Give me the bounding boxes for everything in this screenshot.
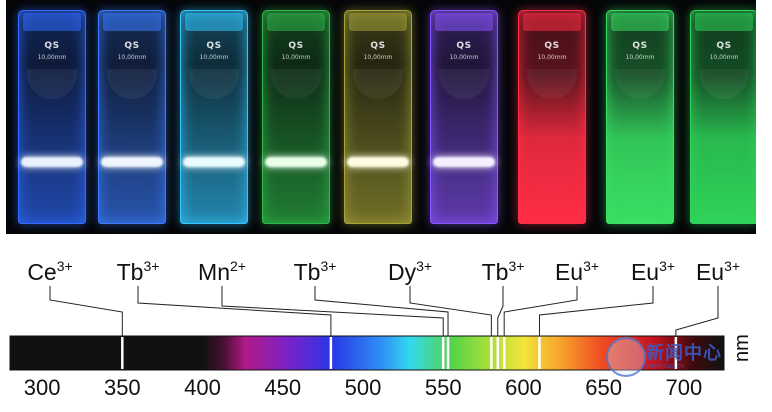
cuvette-beam xyxy=(433,157,495,167)
cuvette-beam xyxy=(347,157,409,167)
cuvette-size: 10,00mm xyxy=(281,54,311,61)
cuvette-beam xyxy=(101,157,163,167)
cuvette-4: QS 10,00mm xyxy=(262,10,330,224)
leader-line xyxy=(409,286,492,336)
cuvette-beam xyxy=(265,157,327,167)
ion-label: Eu3+ xyxy=(630,258,676,285)
cuvette-cap xyxy=(611,13,669,31)
watermark: 新闻中心 news.cas.cn xyxy=(606,335,724,381)
cuvette-cap xyxy=(103,13,161,31)
cuvette-2: QS 10,00mm xyxy=(98,10,166,224)
cuvette-brand: QS xyxy=(632,41,648,51)
cuvette-cap xyxy=(267,13,325,31)
leader-line xyxy=(497,286,504,336)
axis-tick-label: 450 xyxy=(264,375,302,400)
ion-label: Ce3+ xyxy=(27,258,73,285)
axis-tick-label: 550 xyxy=(424,375,462,400)
leader-line xyxy=(314,286,449,336)
cuvette-5: QS 10,00mm xyxy=(344,10,412,224)
leader-line xyxy=(49,286,123,336)
cuvette-beam xyxy=(183,157,245,167)
ion-label: Tb3+ xyxy=(116,258,160,285)
cuvette-3: QS 10,00mm xyxy=(180,10,248,224)
leader-line xyxy=(675,286,719,336)
cuvette-cap xyxy=(695,13,753,31)
ion-label: Tb3+ xyxy=(481,258,525,285)
cuvette-brand: QS xyxy=(544,41,560,51)
cuvette-size: 10,00mm xyxy=(449,54,479,61)
cuvette-brand: QS xyxy=(456,41,472,51)
axis-unit: nm xyxy=(731,334,753,362)
leader-line xyxy=(538,286,654,336)
cuvette-brand: QS xyxy=(716,41,732,51)
cuvette-cap xyxy=(435,13,493,31)
axis-tick-label: 600 xyxy=(505,375,542,400)
cuvette-1: QS 10,00mm xyxy=(18,10,86,224)
axis-tick-label: 300 xyxy=(23,375,61,400)
watermark-seal-icon xyxy=(606,337,646,377)
cuvette-brand: QS xyxy=(288,41,304,51)
cuvette-9: QS 10,00mm xyxy=(690,10,756,224)
ion-label: Eu3+ xyxy=(554,258,600,285)
cuvette-size: 10,00mm xyxy=(117,54,147,61)
ion-label: Eu3+ xyxy=(695,258,741,285)
spectrum-bar xyxy=(9,335,725,371)
cuvette-cap xyxy=(23,13,81,31)
watermark-text: 新闻中心 xyxy=(646,343,722,364)
axis-tick-label: 500 xyxy=(344,375,382,400)
leader-line xyxy=(503,286,578,336)
ion-labels: Ce3+ Tb3+ Mn2+ Tb3+ Dy3+ Tb3+ Eu3+ Eu3+ Eu3+ xyxy=(0,250,772,300)
cuvette-8: QS 10,00mm xyxy=(606,10,674,224)
ion-label: Tb3+ xyxy=(293,258,337,285)
leader-line xyxy=(137,286,332,336)
cuvette-7: QS 10,00mm xyxy=(518,10,586,224)
cuvette-size: 10,00mm xyxy=(363,54,393,61)
cuvette-size: 10,00mm xyxy=(709,54,739,61)
cuvette-size: 10,00mm xyxy=(37,54,67,61)
cuvette-cap xyxy=(523,13,581,31)
cuvette-6: QS 10,00mm xyxy=(430,10,498,224)
axis-tick-label: 650 xyxy=(585,375,623,400)
cuvette-cap xyxy=(185,13,243,31)
cuvette-brand: QS xyxy=(44,41,60,51)
cuvette-photo: QS 10,00mm QS 10,00mm QS 10,00mm QS 10,00mm QS 10… xyxy=(6,0,756,234)
axis-tick-label: 350 xyxy=(103,375,141,400)
ion-label: Mn2+ xyxy=(198,258,246,285)
cuvette-beam xyxy=(21,157,83,167)
cuvette-size: 10,00mm xyxy=(199,54,229,61)
ion-label: Dy3+ xyxy=(387,258,433,285)
axis-tick-label: 700 xyxy=(665,375,703,400)
leader-line xyxy=(221,286,444,336)
cuvette-size: 10,00mm xyxy=(537,54,567,61)
cuvette-size: 10,00mm xyxy=(625,54,655,61)
axis-tick-label: 400 xyxy=(184,375,221,400)
leader-lines xyxy=(49,286,719,369)
cuvette-brand: QS xyxy=(124,41,140,51)
cuvette-cap xyxy=(349,13,407,31)
cuvette-brand: QS xyxy=(206,41,222,51)
watermark-sub: news.cas.cn xyxy=(646,363,685,370)
cuvette-brand: QS xyxy=(370,41,386,51)
